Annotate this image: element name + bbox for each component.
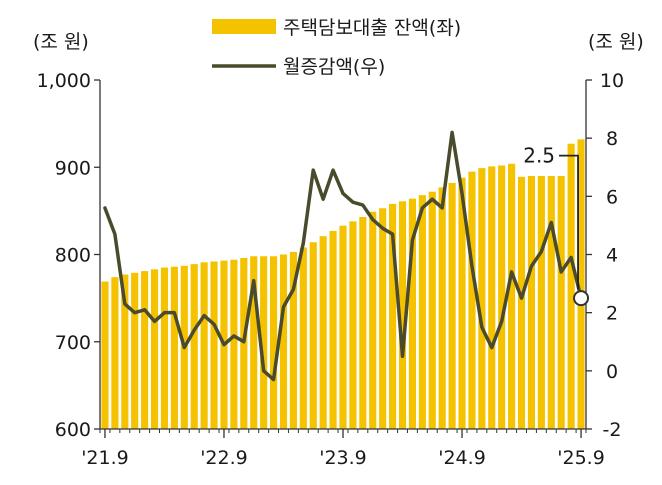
- bar: [458, 177, 466, 429]
- bar: [428, 191, 436, 429]
- bar: [468, 171, 476, 430]
- left-axis-unit: (조 원): [33, 31, 89, 53]
- axes: [94, 79, 592, 438]
- bar: [537, 175, 545, 429]
- bar: [339, 225, 347, 429]
- bar: [488, 166, 496, 429]
- bar: [359, 216, 367, 429]
- bar: [389, 203, 397, 429]
- bar: [508, 163, 516, 429]
- bar: [319, 236, 327, 429]
- right-tick-label: 2: [606, 303, 618, 325]
- bar: [527, 175, 536, 429]
- bar: [121, 274, 129, 429]
- bar: [279, 254, 288, 429]
- left-tick-label: 1,000: [37, 70, 91, 92]
- annotation-marker: [573, 290, 590, 307]
- left-tick-label: 800: [55, 245, 91, 267]
- legend-bar-swatch: [212, 19, 276, 34]
- bar: [557, 175, 565, 429]
- bar: [379, 208, 387, 429]
- tick-labels: 600 700 800 900 1,000 -2 0 2 4 6 8 10 '21.9 '22.9 '23.…: [37, 70, 625, 469]
- bar: [567, 143, 575, 429]
- bar: [111, 277, 119, 429]
- bar: [349, 221, 357, 429]
- bar: [418, 195, 426, 429]
- bar: [438, 187, 446, 429]
- bar: [260, 256, 268, 429]
- bar: [210, 261, 218, 429]
- bar-series: [101, 139, 585, 430]
- right-tick-label: 0: [606, 361, 618, 383]
- bar: [101, 281, 109, 429]
- bar: [478, 168, 486, 429]
- bar: [270, 256, 278, 429]
- bar: [517, 176, 526, 429]
- line-path: [103, 130, 583, 382]
- legend-bar-label: 주택담보대출 잔액(좌): [283, 17, 461, 39]
- x-tick-label: '22.9: [200, 447, 248, 469]
- bar: [170, 266, 178, 429]
- bar: [250, 256, 258, 429]
- bar: [448, 182, 456, 429]
- bar: [150, 269, 159, 429]
- right-tick-label: 8: [606, 128, 618, 150]
- x-tick-label: '24.9: [438, 447, 486, 469]
- left-tick-label: 900: [55, 157, 91, 179]
- x-tick-label: '21.9: [81, 447, 129, 469]
- bar: [230, 259, 238, 429]
- annotation-label: 2.5: [523, 144, 555, 168]
- left-tick-label: 600: [55, 419, 91, 441]
- bar: [190, 264, 198, 429]
- bar: [547, 175, 555, 429]
- line-series: [103, 130, 583, 382]
- annotation: 2.5: [523, 144, 590, 307]
- x-tick-label: '23.9: [319, 447, 367, 469]
- bar: [160, 267, 169, 429]
- right-tick-label: 10: [600, 70, 624, 92]
- bar: [398, 201, 407, 429]
- bar: [289, 251, 297, 429]
- right-axis-unit: (조 원): [588, 31, 644, 53]
- right-tick-label: 6: [606, 186, 618, 208]
- bar: [408, 198, 416, 429]
- bar: [577, 139, 585, 429]
- bar: [309, 242, 317, 429]
- bar: [329, 230, 337, 429]
- right-tick-label: 4: [606, 245, 618, 267]
- bar: [299, 247, 307, 429]
- right-tick-label: -2: [603, 419, 622, 441]
- bar: [141, 271, 149, 429]
- annotation-leader: [559, 154, 579, 290]
- legend: 주택담보대출 잔액(좌) 월증감액(우): [212, 17, 461, 78]
- bar: [498, 165, 506, 429]
- x-tick-label: '25.9: [557, 447, 605, 469]
- legend-line-label: 월증감액(우): [283, 56, 385, 78]
- bar: [369, 211, 377, 429]
- bar: [131, 272, 139, 429]
- left-tick-label: 700: [55, 332, 91, 354]
- bar: [200, 262, 208, 429]
